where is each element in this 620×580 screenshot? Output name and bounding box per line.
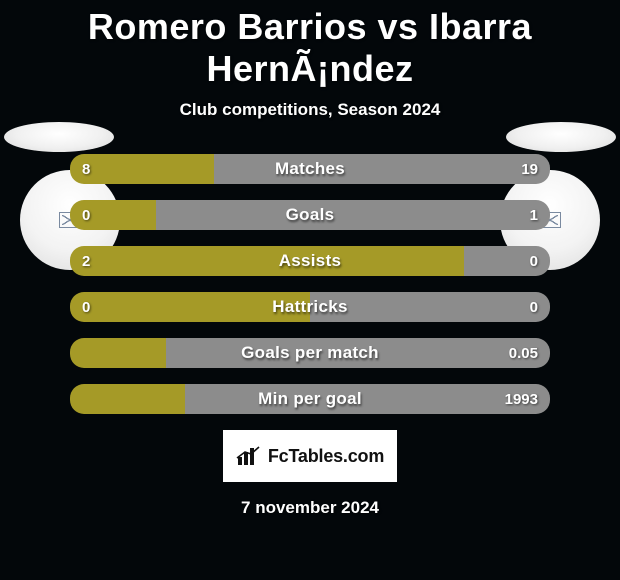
stat-row: Matches819 <box>70 154 550 184</box>
page-title: Romero Barrios vs Ibarra HernÃ¡ndez <box>0 0 620 90</box>
stat-bar-right <box>214 154 550 184</box>
stat-bar-left <box>70 292 310 322</box>
flag-ellipse-right <box>506 122 616 152</box>
stat-bar-right <box>464 246 550 276</box>
stat-row: Min per goal1993 <box>70 384 550 414</box>
stat-bar-left <box>70 338 166 368</box>
stat-bar-right <box>166 338 550 368</box>
stat-bar-left <box>70 384 185 414</box>
stat-row: Hattricks00 <box>70 292 550 322</box>
stat-row: Goals01 <box>70 200 550 230</box>
stat-row: Goals per match0.05 <box>70 338 550 368</box>
subtitle: Club competitions, Season 2024 <box>0 100 620 120</box>
stat-bar-right <box>310 292 550 322</box>
stat-bar-left <box>70 246 464 276</box>
logo-text: FcTables.com <box>268 446 384 467</box>
flag-ellipse-left <box>4 122 114 152</box>
fctables-logo: FcTables.com <box>223 430 397 482</box>
bar-chart-icon <box>236 445 262 467</box>
footer-date: 7 november 2024 <box>0 498 620 518</box>
stat-row: Assists20 <box>70 246 550 276</box>
stat-bar-left <box>70 200 156 230</box>
stat-bar-right <box>185 384 550 414</box>
stat-bar-left <box>70 154 214 184</box>
comparison-chart: Matches819 Goals01 Assists20 Hattricks00 Goa… <box>70 154 550 414</box>
stat-bar-right <box>156 200 550 230</box>
